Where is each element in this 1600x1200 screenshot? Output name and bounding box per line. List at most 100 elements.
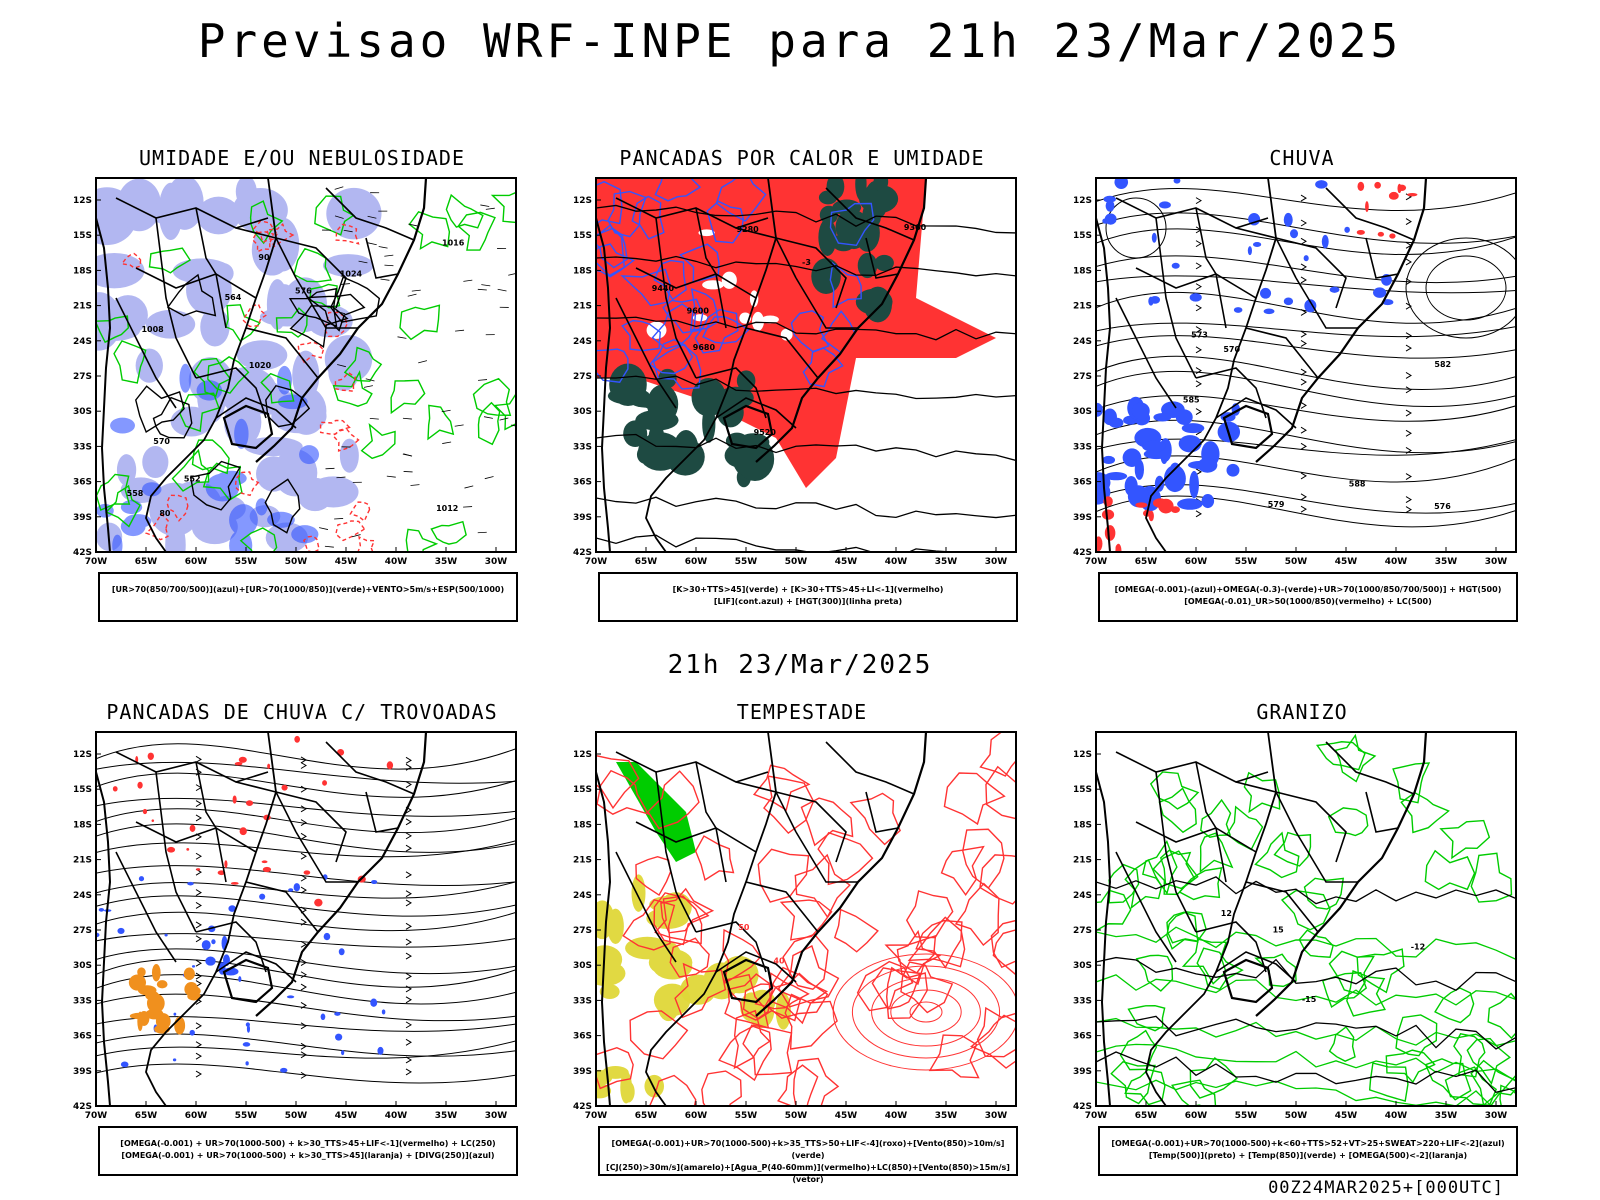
lon-tick-label: 35W — [935, 1111, 958, 1121]
contour-label: 1008 — [141, 325, 164, 334]
lon-tick-label: 45W — [335, 557, 358, 567]
lon-tick-label: 55W — [735, 557, 758, 567]
lon-tick-label: 55W — [735, 1111, 758, 1121]
lat-tick-label: 12S — [1073, 750, 1092, 760]
contours — [1096, 733, 1516, 1106]
lon-tick-label: 35W — [1435, 1111, 1458, 1121]
lat-tick-label: 21S — [573, 856, 592, 866]
lat-tick-label: 39S — [73, 513, 92, 523]
shaded-field — [128, 963, 201, 1035]
contour-label: 80 — [159, 509, 171, 518]
lat-tick-label: 30S — [73, 961, 92, 971]
lat-tick-label: 27S — [1073, 372, 1092, 382]
contour-label: 1012 — [436, 504, 458, 513]
lat-tick-label: 33S — [573, 996, 592, 1006]
lat-tick-label: 24S — [573, 891, 592, 901]
lat-tick-label: 21S — [73, 302, 92, 312]
map-granizo: -12 -15 15 12 12S 15S 18S 21S 24S 27S 30S 33S 36S 39S… — [1073, 731, 1517, 1121]
legend-tempestade: [OMEGA(-0.001)+UR>70(1000-500)+k>35_TTS>… — [598, 1126, 1018, 1184]
shaded-field — [596, 874, 693, 1022]
contour-labels: -12 -15 15 12 — [1221, 909, 1425, 1004]
coastline-borders — [96, 178, 428, 552]
contour-label: 90 — [258, 253, 270, 262]
lon-tick-label: 40W — [385, 1111, 408, 1121]
lat-tick-label: 42S — [573, 1102, 592, 1112]
contour-label: -12 — [1411, 942, 1425, 951]
lat-tick-label: 21S — [1073, 302, 1092, 312]
lon-tick-label: 70W — [585, 557, 608, 567]
lat-tick-label: 12S — [73, 196, 92, 206]
legend-trovoadas: [OMEGA(-0.001) + UR>70(1000-500) + k>30_… — [98, 1126, 518, 1176]
legend-line: [OMEGA(-0.001)-(azul)+OMEGA(-0.3)-(verde… — [1114, 585, 1502, 594]
lat-tick-label: 36S — [1073, 478, 1092, 488]
contour-label: 576 — [295, 286, 312, 295]
contours — [135, 273, 381, 534]
lat-tick-label: 21S — [1073, 856, 1092, 866]
map-frame — [1095, 731, 1517, 1107]
lon-tick-label: 50W — [285, 557, 308, 567]
lat-tick-label: 12S — [1073, 196, 1092, 206]
contour-label: 9360 — [904, 223, 927, 232]
lat-tick-label: 27S — [73, 926, 92, 936]
lat-tick-label: 33S — [73, 442, 92, 452]
height-contours — [1096, 876, 1516, 1093]
map-pancadas-calor: 9680 9600 9520 9440 9360 9280 -3 12S 15S 18S 21S 24… — [573, 177, 1017, 567]
contour-label: 9520 — [754, 428, 777, 437]
contour-label: 9440 — [652, 284, 675, 293]
lat-tick-label: 12S — [573, 750, 592, 760]
legend-line: [UR>70(850/700/500)](azul)+[UR>70(1000/8… — [111, 585, 505, 594]
lon-tick-label: 60W — [685, 557, 708, 567]
lat-tick-label: 30S — [73, 407, 92, 417]
contour-label: 564 — [225, 293, 242, 302]
contour-label: 585 — [1183, 396, 1200, 405]
contours — [596, 732, 1016, 1106]
lat-tick-label: 18S — [73, 266, 92, 276]
lat-tick-label: 39S — [573, 513, 592, 523]
lon-tick-label: 45W — [835, 1111, 858, 1121]
wind-vectors — [319, 186, 516, 548]
lon-tick-label: 55W — [235, 557, 258, 567]
lat-tick-label: 15S — [573, 231, 592, 241]
lat-tick-label: 21S — [573, 302, 592, 312]
lon-tick-label: 50W — [1285, 1111, 1308, 1121]
lat-tick-label: 27S — [1073, 926, 1092, 936]
lat-tick-label: 42S — [573, 548, 592, 558]
map-frame — [95, 177, 517, 553]
lon-tick-label: 60W — [1185, 557, 1208, 567]
lon-tick-label: 50W — [1285, 557, 1308, 567]
map-chuva: 588 585 582 579 576 573 570 12S 15S 18S 21S 24S 27S 3… — [1073, 177, 1517, 567]
lon-tick-label: 70W — [1085, 1111, 1108, 1121]
lat-tick-label: 18S — [73, 820, 92, 830]
panel-title-chuva: CHUVA — [1269, 146, 1335, 170]
lon-tick-label: 50W — [285, 1111, 308, 1121]
legend-chuva: [OMEGA(-0.001)-(azul)+OMEGA(-0.3)-(verde… — [1098, 572, 1518, 622]
lat-tick-label: 12S — [73, 750, 92, 760]
lat-tick-label: 30S — [1073, 407, 1092, 417]
shaded-field — [96, 874, 386, 1073]
lat-tick-label: 39S — [1073, 1067, 1092, 1077]
lon-tick-label: 40W — [385, 557, 408, 567]
legend-pancadas-calor: [K>30+TTS>45](verde) + [K>30+TTS>45+LI<-… — [598, 572, 1018, 622]
lon-tick-label: 35W — [935, 557, 958, 567]
lat-tick-label: 15S — [73, 785, 92, 795]
valid-time-subtitle: 21h 23/Mar/2025 — [667, 650, 933, 680]
contour-label: 570 — [153, 437, 170, 446]
coastline-borders — [1096, 178, 1428, 552]
lon-tick-label: 40W — [1385, 557, 1408, 567]
shaded-field — [1096, 496, 1180, 552]
lon-tick-label: 60W — [1185, 1111, 1208, 1121]
lat-tick-label: 36S — [573, 1032, 592, 1042]
lat-tick-label: 30S — [573, 407, 592, 417]
lat-tick-label: 18S — [573, 266, 592, 276]
lat-tick-label: 18S — [1073, 820, 1092, 830]
lon-tick-label: 45W — [335, 1111, 358, 1121]
contour-labels: 9680 9600 9520 9440 9360 9280 -3 — [652, 223, 927, 437]
lat-tick-label: 33S — [1073, 442, 1092, 452]
lat-tick-label: 30S — [573, 961, 592, 971]
lon-tick-label: 50W — [785, 1111, 808, 1121]
contour-label: 15 — [1273, 925, 1285, 934]
lon-tick-label: 70W — [85, 557, 108, 567]
contour-label: 588 — [1349, 480, 1366, 489]
lat-tick-label: 15S — [1073, 231, 1092, 241]
